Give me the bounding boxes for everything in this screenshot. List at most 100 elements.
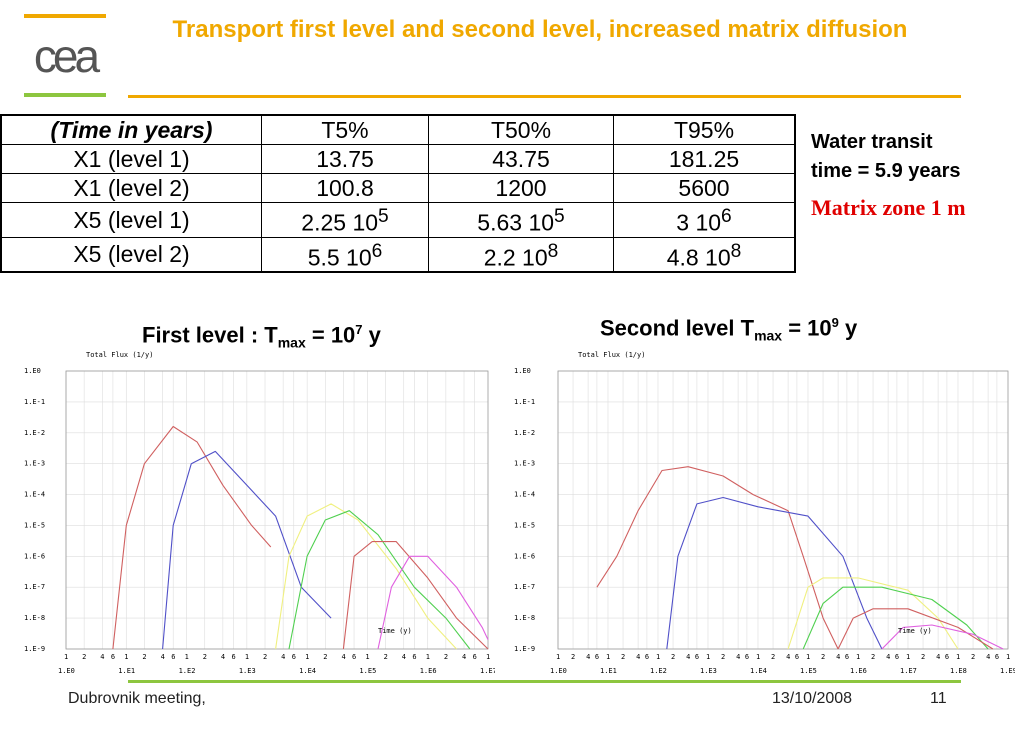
exponent: 8 [730, 240, 742, 262]
water-transit-line1: Water transit [811, 131, 933, 153]
series-line [596, 466, 839, 650]
x-tick-label: 1.E2 [179, 667, 196, 675]
x-tick-label: 1.E1 [600, 667, 617, 675]
y-tick-label: 1.E-7 [514, 583, 535, 591]
caption-text: y [838, 315, 858, 341]
y-tick-label: 1.E-3 [514, 460, 535, 468]
x-minor-tick-label: 2 [571, 653, 575, 661]
x-minor-tick-label: 1 [656, 653, 660, 661]
mantissa: 2.2 10 [483, 244, 548, 271]
chart-title: Total Flux (1/y) [86, 351, 153, 359]
x-minor-tick-label: 2 [821, 653, 825, 661]
x-tick-label: 1.E6 [850, 667, 867, 675]
plot-frame [557, 370, 1009, 650]
series-line [112, 425, 272, 650]
x-minor-tick-label: 6 [171, 653, 175, 661]
cell-t50: 5.63 105 [428, 202, 614, 238]
exponent: 5 [378, 206, 389, 227]
x-minor-tick-label: 6 [795, 653, 799, 661]
x-minor-tick-label: 2 [384, 653, 388, 661]
x-minor-tick-label: 6 [945, 653, 949, 661]
x-minor-tick-label: 6 [745, 653, 749, 661]
y-tick-label: 1.E-9 [514, 645, 535, 653]
caption-sup: 9 [831, 315, 839, 330]
cell-t50: 2.2 108 [428, 236, 614, 273]
cell-t5: 5.5 106 [261, 236, 429, 273]
exponent: 5 [554, 206, 565, 227]
x-tick-label: 1.E4 [750, 667, 767, 675]
row-label: X1 (level 1) [0, 144, 262, 174]
x-minor-tick-label: 6 [292, 653, 296, 661]
x-minor-tick-label: 1 [1006, 653, 1010, 661]
x-minor-tick-label: 1 [124, 653, 128, 661]
x-tick-label: 1.E9 [1000, 667, 1015, 675]
slide-title: Transport first level and second level, … [172, 16, 908, 43]
x-minor-tick-label: 4 [341, 653, 345, 661]
x-minor-tick-label: 2 [871, 653, 875, 661]
water-transit-note: Water transit time = 5.9 years [811, 128, 961, 186]
x-tick-label: 1.E2 [650, 667, 667, 675]
mantissa: 5.63 10 [477, 209, 555, 236]
x-minor-tick-label: 4 [221, 653, 225, 661]
row-label: X5 (level 1) [0, 202, 262, 238]
y-tick-label: 1.E-3 [24, 460, 45, 468]
x-tick-label: 1.E0 [58, 667, 75, 675]
x-minor-tick-label: 2 [323, 653, 327, 661]
x-minor-tick-label: 2 [721, 653, 725, 661]
x-minor-tick-label: 1 [486, 653, 490, 661]
x-tick-label: 1.E3 [239, 667, 256, 675]
x-minor-tick-label: 6 [845, 653, 849, 661]
x-minor-tick-label: 1 [756, 653, 760, 661]
exponent: 6 [371, 240, 383, 262]
y-tick-label: 1.E-2 [514, 429, 535, 437]
series-line [837, 608, 994, 650]
row-label: X5 (level 2) [0, 236, 262, 273]
y-tick-label: 1.E-6 [514, 552, 535, 560]
series-line [288, 510, 471, 650]
x-minor-tick-label: 4 [786, 653, 790, 661]
cell-t5: 100.8 [261, 173, 429, 203]
cell-t95: 4.8 108 [613, 236, 796, 273]
x-tick-label: 1.E3 [700, 667, 717, 675]
x-tick-label: 1.E8 [950, 667, 967, 675]
second-level-flux-chart: Total Flux (1/y) 1.E0 1.E-1 1.E-2 1.E-3 1.E-4… [514, 351, 1015, 675]
cell-t95: 3 106 [613, 202, 796, 238]
y-tick-label: 1.E-4 [24, 491, 45, 499]
x-minor-tick-label: 6 [352, 653, 356, 661]
cell-t5: 2.25 105 [261, 202, 429, 238]
exponent: 8 [547, 240, 559, 262]
x-minor-tick-label: 4 [586, 653, 590, 661]
x-minor-tick-label: 4 [686, 653, 690, 661]
cell-t50: 1200 [428, 173, 614, 203]
x-minor-tick-label: 2 [621, 653, 625, 661]
x-minor-tick-label: 1 [906, 653, 910, 661]
exponent: 6 [721, 206, 732, 227]
table-header-cell: T95% [613, 114, 796, 145]
series-line [342, 541, 489, 650]
x-minor-tick-label: 4 [161, 653, 165, 661]
series-line [666, 496, 883, 650]
row-label: X1 (level 2) [0, 173, 262, 203]
cell-t95: 181.25 [613, 144, 796, 174]
x-minor-tick-label: 1 [856, 653, 860, 661]
x-minor-tick-label: 1 [556, 653, 560, 661]
x-minor-tick-label: 1 [305, 653, 309, 661]
x-minor-tick-label: 6 [895, 653, 899, 661]
x-minor-tick-label: 1 [806, 653, 810, 661]
caption-text: = 10 [305, 322, 356, 348]
x-tick-label: 1.E4 [299, 667, 316, 675]
series-line [787, 577, 959, 650]
y-tick-label: 1.E-7 [24, 583, 45, 591]
x-minor-tick-label: 1 [185, 653, 189, 661]
first-level-flux-chart: Total Flux (1/y) 1.E0 1.E-1 1.E-2 1.E-3 1.E-4… [24, 351, 495, 675]
y-tick-label: 1.E-8 [24, 614, 45, 622]
x-minor-tick-label: 1 [606, 653, 610, 661]
caption-sub: max [277, 334, 306, 351]
x-minor-tick-label: 4 [736, 653, 740, 661]
caption-text: = 10 [782, 315, 832, 341]
table-row: X1 (level 2) 100.8 1200 5600 [0, 173, 796, 203]
cell-t50: 43.75 [428, 144, 614, 174]
x-minor-tick-label: 1 [706, 653, 710, 661]
caption-sub: max [754, 327, 783, 344]
caption-text: y [362, 322, 381, 348]
